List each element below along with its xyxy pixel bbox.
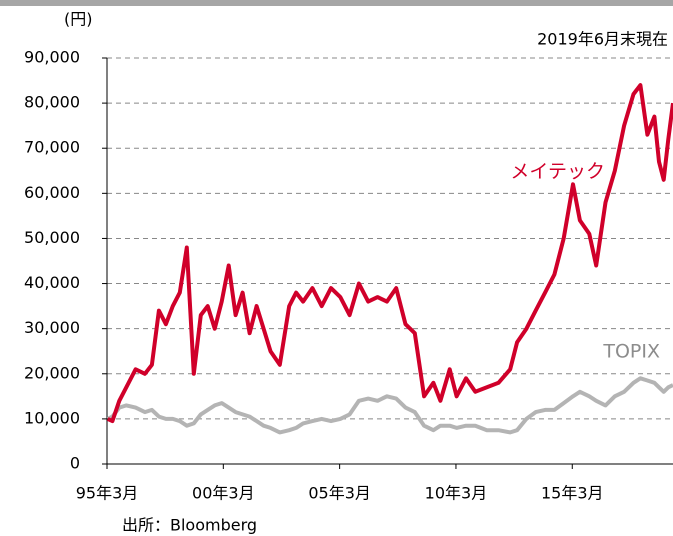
x-tick-label: 00年3月 [192, 484, 255, 503]
y-tick-label: 70,000 [24, 138, 80, 157]
top-bar [0, 0, 673, 6]
annotation: 2019年6月末現在 [537, 30, 668, 49]
x-tick-label: 95年3月 [76, 484, 139, 503]
y-tick-label: 60,000 [24, 183, 80, 202]
x-tick-label: 05年3月 [308, 484, 371, 503]
y-tick-label: 90,000 [24, 48, 80, 67]
y-tick-label: 10,000 [24, 408, 80, 427]
series-label: TOPIX [602, 341, 660, 363]
x-tick-label: 15年3月 [541, 484, 604, 503]
y-tick-label: 50,000 [24, 228, 80, 247]
y-unit: (円) [64, 10, 93, 29]
y-tick-label: 30,000 [24, 318, 80, 337]
y-tick-label: 40,000 [24, 273, 80, 292]
series-line [106, 83, 673, 424]
source: 出所：Bloomberg [122, 516, 257, 535]
y-tick-label: 80,000 [24, 93, 80, 112]
series-line [106, 376, 673, 435]
y-tick-label: 20,000 [24, 363, 80, 382]
series-label: メイテック [510, 161, 605, 183]
y-tick-label: 0 [70, 454, 80, 473]
x-tick-label: 10年3月 [425, 484, 488, 503]
